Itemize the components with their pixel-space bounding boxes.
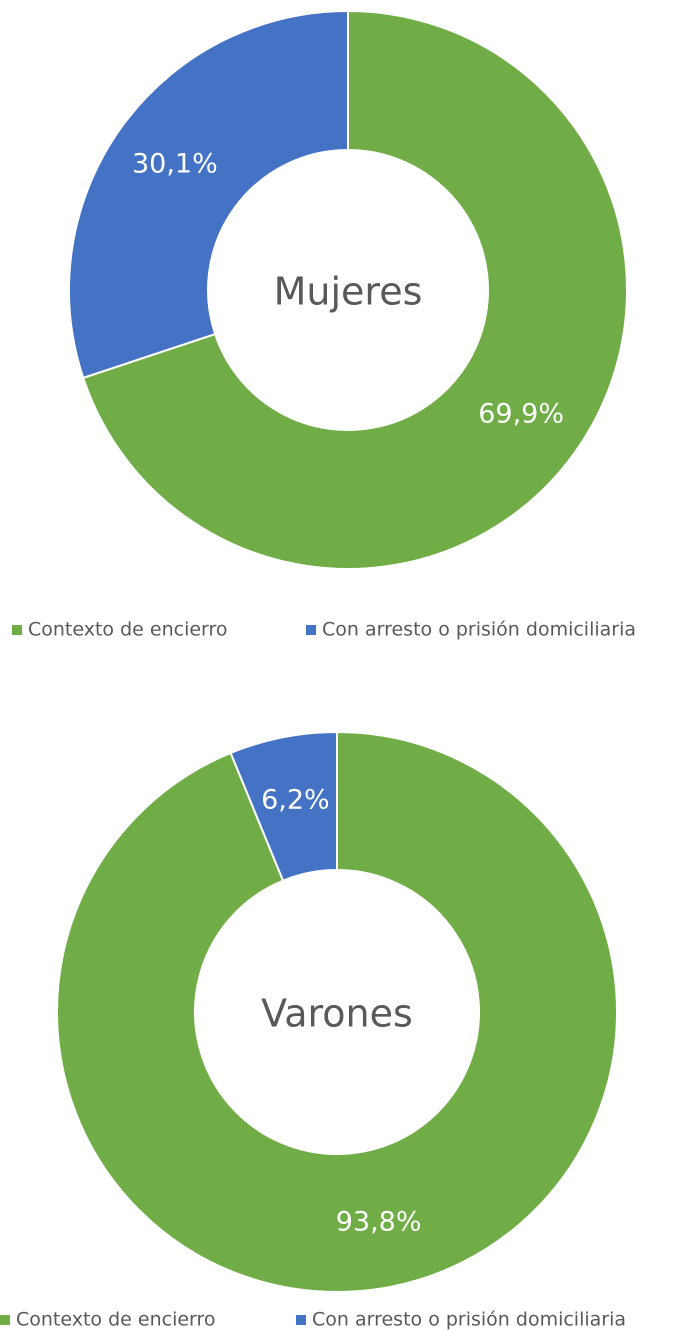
legend-label: Contexto de encierro [16, 1309, 216, 1331]
data-label: 69,9% [478, 398, 564, 429]
legend-swatch [306, 625, 316, 635]
legend-label: Con arresto o prisión domiciliaria [312, 1309, 626, 1331]
legend-swatch [0, 1315, 10, 1325]
donut-slice [81, 9, 628, 570]
donut-slice [229, 730, 338, 882]
center-title: Varones [261, 992, 413, 1036]
center-title: Mujeres [274, 270, 423, 314]
legend-label: Contexto de encierro [28, 619, 228, 641]
legend-swatch [12, 625, 22, 635]
legend-label: Con arresto o prisión domiciliaria [322, 619, 636, 641]
donut-slice [68, 9, 349, 380]
donut-slice [56, 730, 618, 1293]
data-label: 93,8% [336, 1206, 422, 1237]
data-label: 6,2% [261, 785, 330, 816]
legend-swatch [296, 1315, 306, 1325]
data-label: 30,1% [132, 149, 218, 180]
